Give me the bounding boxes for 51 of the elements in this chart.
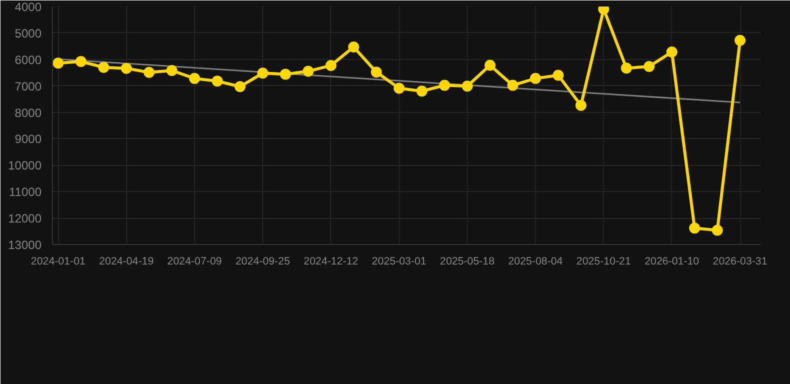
- y-tick-label: 9000: [14, 132, 42, 146]
- point: [75, 56, 86, 67]
- x-tick-label: 2024-04-19: [99, 256, 154, 268]
- point: [416, 86, 428, 97]
- y-tick-label: 7000: [14, 79, 42, 94]
- point: [462, 80, 473, 92]
- point: [507, 80, 518, 91]
- point: [439, 80, 450, 91]
- x-tick-label: 2025-03-01: [372, 256, 426, 268]
- point: [620, 62, 632, 74]
- point: [325, 60, 336, 71]
- x-tick-label: 2024-01-01: [30, 256, 86, 268]
- point: [712, 224, 723, 236]
- x-tick-label: 2024-09-25: [235, 256, 290, 268]
- point: [348, 41, 360, 52]
- point: [644, 61, 655, 72]
- point: [666, 46, 678, 58]
- x-tick-label: 2024-12-12: [304, 256, 358, 268]
- x-tick-label: 2025-10-21: [576, 256, 631, 268]
- point: [189, 72, 200, 84]
- point: [52, 58, 64, 69]
- point: [98, 62, 110, 73]
- point: [575, 100, 586, 111]
- y-tick-label: 13000: [8, 238, 42, 252]
- x-tick-label: 2025-08-04: [508, 256, 563, 268]
- y-tick-label: 12000: [8, 212, 42, 226]
- point: [234, 81, 246, 92]
- point: [734, 34, 746, 46]
- point: [120, 62, 132, 74]
- point: [552, 70, 564, 81]
- point: [689, 222, 700, 234]
- point: [212, 76, 223, 87]
- y-tick-label: 6000: [14, 52, 42, 67]
- x-tick-label: 2026-03-31: [712, 256, 768, 268]
- point: [530, 72, 541, 84]
- y-tick-label: 11000: [9, 185, 42, 200]
- x-tick-label: 2025-05-18: [440, 256, 495, 268]
- y-tick-label: 4000: [14, 0, 42, 14]
- y-tick-label: 8000: [14, 106, 42, 120]
- point: [257, 68, 268, 79]
- x-tick-label: 2024-07-09: [167, 256, 222, 268]
- point: [280, 68, 291, 80]
- x-tick-label: 2026-01-10: [644, 256, 700, 268]
- point: [394, 82, 405, 94]
- point: [302, 66, 314, 77]
- point: [370, 66, 382, 78]
- y-tick-label: 5000: [14, 26, 42, 40]
- point: [484, 60, 496, 71]
- point: [144, 66, 155, 78]
- y-tick-label: 10000: [8, 158, 42, 173]
- point: [166, 65, 178, 76]
